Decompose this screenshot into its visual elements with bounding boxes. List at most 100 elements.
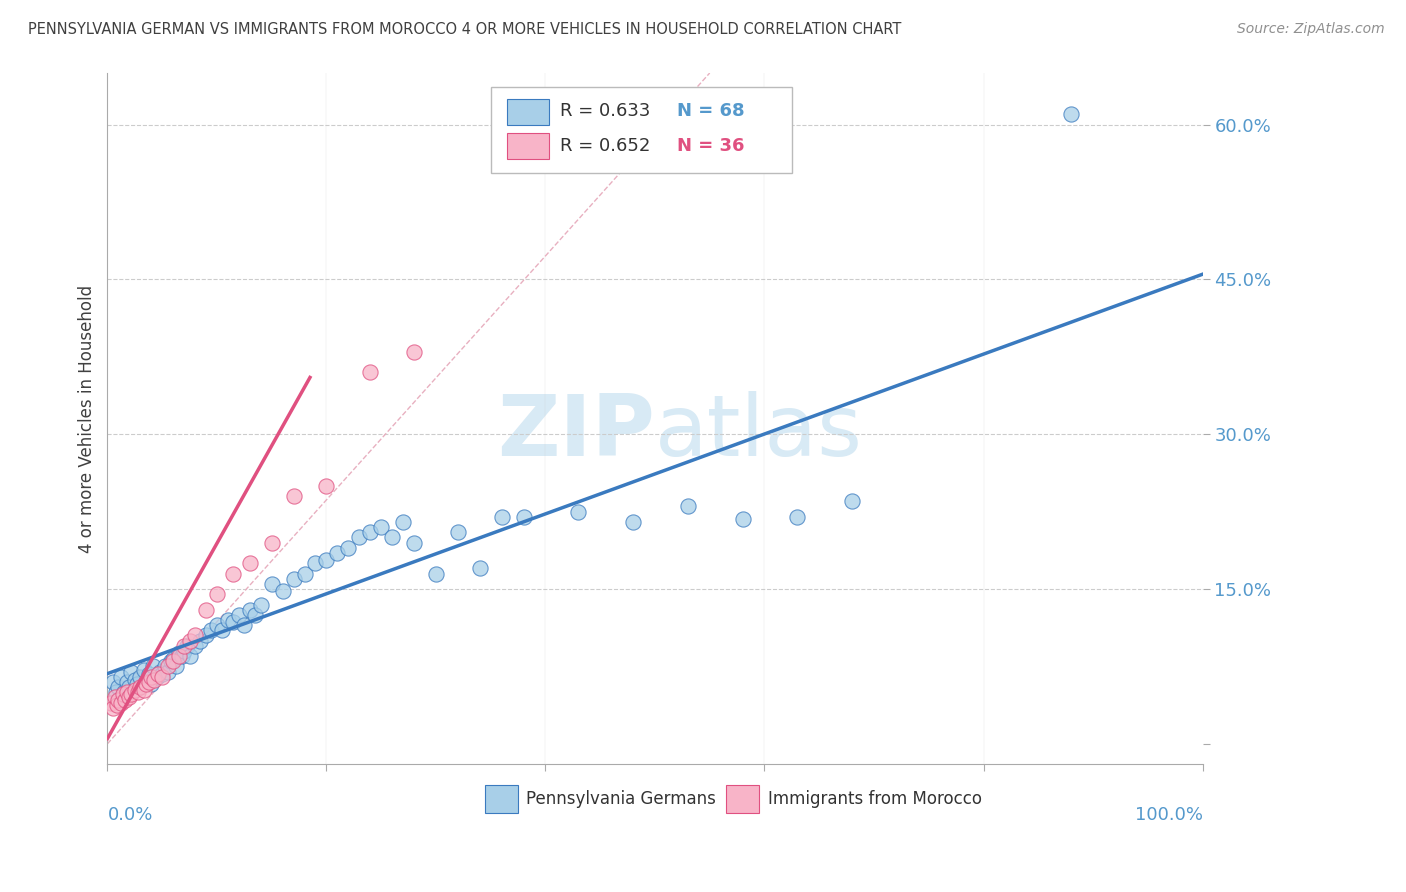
Point	[184, 628, 207, 642]
Text: ZIP: ZIP	[498, 391, 655, 474]
Point	[326, 546, 349, 560]
Point	[132, 683, 155, 698]
Point	[260, 535, 283, 549]
Point	[249, 598, 271, 612]
Point	[205, 618, 228, 632]
Point	[129, 670, 152, 684]
Point	[143, 673, 166, 687]
FancyBboxPatch shape	[508, 98, 548, 125]
Point	[676, 500, 699, 514]
Point	[141, 677, 163, 691]
Point	[135, 677, 157, 691]
Point	[149, 665, 172, 679]
Point	[112, 685, 135, 699]
Point	[104, 690, 127, 705]
Point	[165, 659, 187, 673]
Point	[160, 654, 183, 668]
Point	[211, 624, 233, 638]
Point	[447, 525, 470, 540]
Point	[179, 649, 201, 664]
Text: Source: ZipAtlas.com: Source: ZipAtlas.com	[1237, 22, 1385, 37]
Point	[176, 639, 198, 653]
Point	[146, 666, 169, 681]
Point	[392, 515, 415, 529]
Point	[245, 607, 267, 622]
Point	[194, 602, 217, 616]
Point	[114, 693, 136, 707]
Point	[100, 696, 122, 710]
Point	[381, 530, 404, 544]
Point	[222, 566, 245, 581]
Text: Immigrants from Morocco: Immigrants from Morocco	[768, 790, 981, 808]
Text: N = 68: N = 68	[676, 102, 745, 120]
Point	[115, 685, 138, 699]
Point	[359, 525, 381, 540]
Text: R = 0.652: R = 0.652	[560, 136, 650, 154]
Point	[786, 509, 808, 524]
FancyBboxPatch shape	[485, 785, 517, 813]
Point	[402, 344, 425, 359]
Point	[491, 509, 513, 524]
Point	[115, 674, 138, 689]
Point	[156, 659, 179, 673]
Text: atlas: atlas	[655, 391, 863, 474]
Point	[468, 561, 491, 575]
Point	[294, 566, 316, 581]
Point	[127, 685, 149, 699]
Point	[179, 633, 201, 648]
Point	[359, 365, 381, 379]
Point	[118, 690, 141, 705]
Point	[121, 687, 143, 701]
FancyBboxPatch shape	[508, 133, 548, 160]
Point	[150, 666, 173, 681]
Point	[567, 505, 589, 519]
Point	[132, 663, 155, 677]
Point	[155, 659, 177, 673]
Point	[233, 618, 256, 632]
Point	[105, 685, 128, 699]
Point	[107, 680, 129, 694]
Point	[124, 683, 146, 698]
Point	[125, 677, 148, 691]
Point	[138, 674, 160, 689]
Point	[142, 659, 165, 673]
Y-axis label: 4 or more Vehicles in Household: 4 or more Vehicles in Household	[79, 285, 96, 553]
Point	[138, 666, 160, 681]
Point	[315, 479, 337, 493]
Point	[283, 489, 305, 503]
Point	[111, 687, 134, 701]
Point	[190, 633, 212, 648]
Point	[239, 556, 262, 570]
Text: 100.0%: 100.0%	[1135, 805, 1202, 823]
Point	[141, 670, 163, 684]
Point	[222, 615, 245, 629]
Text: PENNSYLVANIA GERMAN VS IMMIGRANTS FROM MOROCCO 4 OR MORE VEHICLES IN HOUSEHOLD C: PENNSYLVANIA GERMAN VS IMMIGRANTS FROM M…	[28, 22, 901, 37]
Point	[129, 680, 152, 694]
Point	[101, 700, 124, 714]
Point	[105, 698, 128, 712]
Point	[167, 646, 190, 660]
Point	[101, 674, 124, 689]
Point	[145, 670, 167, 684]
Text: Pennsylvania Germans: Pennsylvania Germans	[526, 790, 716, 808]
Point	[121, 665, 143, 679]
Point	[425, 566, 447, 581]
Point	[162, 654, 184, 668]
Point	[184, 639, 207, 653]
Text: 0.0%: 0.0%	[107, 805, 153, 823]
Point	[271, 584, 294, 599]
Point	[349, 530, 371, 544]
Point	[156, 665, 179, 679]
Point	[315, 553, 337, 567]
Point	[1060, 107, 1083, 121]
Point	[167, 649, 190, 664]
Point	[621, 515, 644, 529]
Point	[731, 512, 754, 526]
Text: N = 36: N = 36	[676, 136, 744, 154]
Point	[150, 670, 173, 684]
Text: R = 0.633: R = 0.633	[560, 102, 650, 120]
Point	[118, 680, 141, 694]
Point	[205, 587, 228, 601]
Point	[110, 670, 132, 684]
Point	[162, 652, 184, 666]
